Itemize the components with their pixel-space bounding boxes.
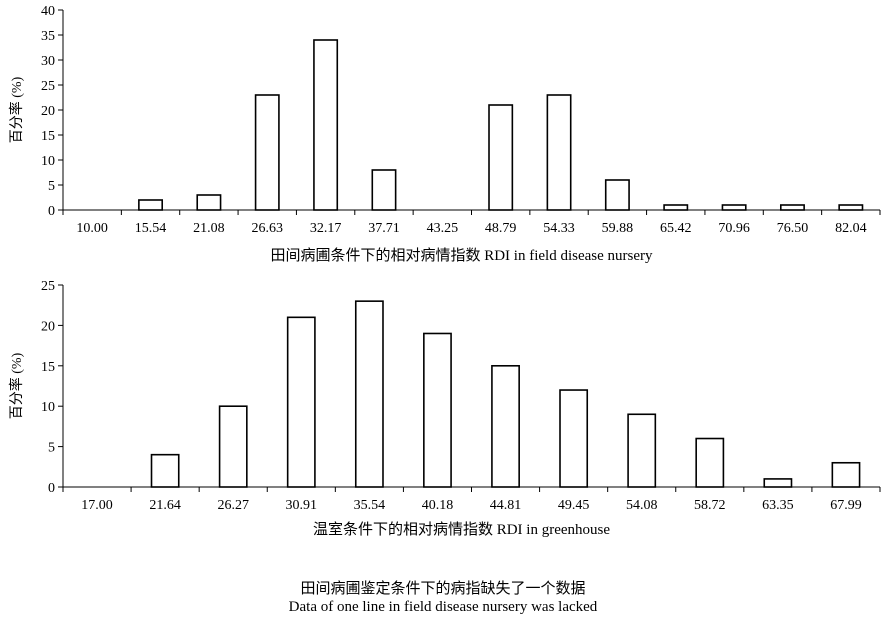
y-tick-label: 20: [41, 104, 55, 119]
y-tick-label: 25: [41, 79, 55, 94]
y-tick-label: 40: [41, 4, 55, 19]
bar: [831, 461, 861, 488]
x-tick-label: 10.00: [76, 221, 108, 236]
x-tick-label: 26.27: [217, 498, 249, 513]
bar: [559, 389, 589, 488]
bar: [196, 194, 222, 211]
bar: [488, 104, 514, 211]
y-tick-label: 20: [41, 319, 55, 334]
x-tick-label: 76.50: [777, 221, 809, 236]
x-tick-label: 17.00: [81, 498, 113, 513]
x-tick-label: 37.71: [368, 221, 400, 236]
x-tick-label: 44.81: [490, 498, 522, 513]
bar: [254, 94, 280, 211]
y-tick-label: 0: [48, 204, 55, 219]
y-tick-label: 30: [41, 54, 55, 69]
bar: [423, 332, 452, 488]
bar: [138, 199, 164, 211]
bar: [604, 179, 630, 211]
x-tick-label: 26.63: [252, 221, 284, 236]
x-tick-label: 58.72: [694, 498, 726, 513]
x-tick-label: 63.35: [762, 498, 794, 513]
y-tick-label: 15: [41, 360, 55, 375]
greenhouse-chart: 0 5 10 15 20 25 17.00 21.64 26.27 30.91 35.54 40.18…: [8, 279, 881, 538]
x-tick-label: 54.08: [626, 498, 658, 513]
y-tick-label: 35: [41, 29, 55, 44]
bar: [663, 204, 689, 211]
bar: [838, 204, 864, 211]
x-tick-label: 15.54: [135, 221, 167, 236]
y-tick-label: 10: [41, 400, 55, 415]
y-axis-title: 百分率 (%): [8, 352, 25, 419]
y-tick-label: 0: [48, 481, 55, 496]
bar: [763, 478, 793, 488]
field-nursery-chart: 0 5 10 15 20 25 30 35 40 10.00 15.54 21.08 26.63 32.1…: [8, 4, 881, 264]
footnote-english: Data of one line in field disease nurser…: [288, 599, 598, 615]
x-tick-label: 82.04: [835, 221, 867, 236]
x-tick-label: 70.96: [718, 221, 750, 236]
y-tick-label: 15: [41, 129, 55, 144]
x-tick-label: 54.33: [543, 221, 575, 236]
bar: [150, 453, 180, 488]
x-tick-label: 30.91: [286, 498, 318, 513]
bar: [491, 364, 520, 488]
y-tick-label: 25: [41, 279, 55, 294]
x-axis-title: 田间病圃条件下的相对病情指数 RDI in field disease nurs…: [270, 247, 653, 264]
bar: [218, 405, 248, 488]
x-tick-label: 59.88: [602, 221, 634, 236]
y-axis-title: 百分率 (%): [8, 76, 25, 143]
x-tick-label: 48.79: [485, 221, 517, 236]
footnote-chinese: 田间病圃鉴定条件下的病指缺失了一个数据: [300, 581, 586, 597]
bar: [354, 300, 384, 488]
y-tick-label: 10: [41, 154, 55, 169]
bar: [721, 204, 747, 211]
x-tick-label: 49.45: [558, 498, 590, 513]
x-tick-label: 21.08: [193, 221, 225, 236]
x-tick-label: 35.54: [354, 498, 386, 513]
bar: [627, 413, 657, 488]
bar: [313, 39, 339, 211]
bar: [695, 437, 725, 488]
x-tick-label: 67.99: [830, 498, 862, 513]
bar: [286, 316, 316, 488]
y-tick-label: 5: [48, 179, 55, 194]
x-tick-label: 43.25: [427, 221, 459, 236]
x-tick-label: 21.64: [149, 498, 181, 513]
x-axis-title: 温室条件下的相对病情指数 RDI in greenhouse: [313, 521, 610, 538]
bar: [546, 94, 572, 211]
bar: [779, 204, 805, 211]
y-tick-label: 5: [48, 441, 55, 456]
x-tick-label: 40.18: [422, 498, 454, 513]
x-tick-label: 32.17: [310, 221, 342, 236]
bar: [371, 169, 397, 211]
x-tick-label: 65.42: [660, 221, 692, 236]
